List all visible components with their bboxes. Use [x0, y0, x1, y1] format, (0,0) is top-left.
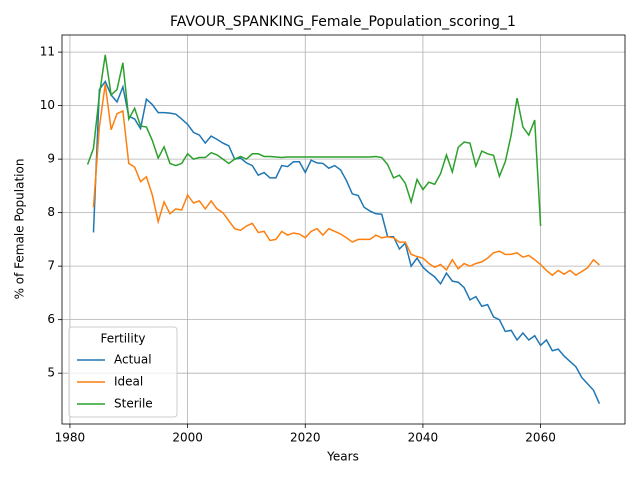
y-axis-label: % of Female Population: [13, 159, 27, 300]
line: [86, 54, 542, 227]
x-axis-label: Years: [326, 450, 359, 464]
legend-title: Fertility: [100, 332, 145, 346]
legend-label: Ideal: [114, 375, 143, 389]
chart-title: FAVOUR_SPANKING_Female_Population_scorin…: [170, 14, 516, 30]
plot-frame: [61, 34, 626, 425]
legend-label: Sterile: [114, 397, 153, 411]
y-tick-label: 6: [47, 312, 55, 326]
legend-label: Actual: [114, 353, 152, 367]
line: [92, 80, 601, 404]
legend-box: [68, 326, 178, 418]
x-tick-label: 2000: [172, 431, 203, 445]
y-tick-label: 10: [40, 98, 55, 112]
y-tick-label: 11: [40, 45, 55, 59]
y-tick-label: 7: [47, 259, 55, 273]
line: [92, 84, 600, 277]
x-tick-label: 2040: [408, 431, 439, 445]
y-tick-label: 9: [47, 152, 55, 166]
x-tick-label: 1980: [55, 431, 86, 445]
x-tick-label: 2020: [290, 431, 321, 445]
y-tick-label: 5: [47, 366, 55, 380]
y-tick-label: 8: [47, 205, 55, 219]
x-tick-label: 2060: [525, 431, 556, 445]
